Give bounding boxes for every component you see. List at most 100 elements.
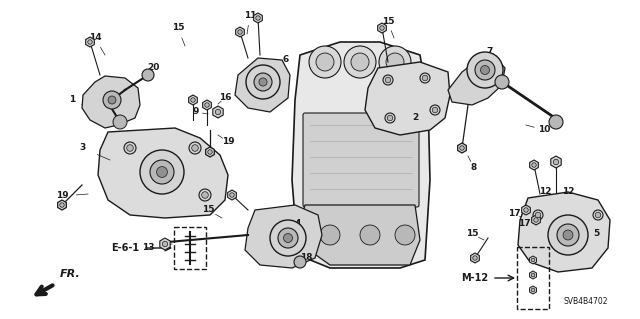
Circle shape [150,160,174,184]
Circle shape [208,150,212,154]
Circle shape [475,60,495,80]
Circle shape [320,225,340,245]
Circle shape [113,115,127,129]
Text: 6: 6 [283,56,289,64]
Text: 15: 15 [381,18,394,26]
Text: 10: 10 [538,125,550,135]
Circle shape [192,145,198,151]
Circle shape [60,203,64,207]
Circle shape [230,193,234,197]
Text: SVB4B4702: SVB4B4702 [563,298,608,307]
Polygon shape [529,286,536,294]
Polygon shape [532,215,540,225]
Text: 17: 17 [518,219,531,228]
Text: 3: 3 [79,144,85,152]
Text: 15: 15 [172,24,184,33]
Circle shape [199,189,211,201]
Text: FR.: FR. [60,269,81,279]
Polygon shape [228,190,236,200]
Polygon shape [203,100,211,110]
Text: 1: 1 [69,95,75,105]
Circle shape [387,115,393,121]
Text: 12: 12 [539,188,551,197]
Circle shape [254,73,272,91]
Text: 13: 13 [141,243,154,253]
Polygon shape [378,23,387,33]
Circle shape [351,53,369,71]
Circle shape [531,273,535,277]
Polygon shape [292,42,430,268]
Circle shape [533,210,543,220]
Polygon shape [189,95,197,105]
Text: 15: 15 [202,205,214,214]
Circle shape [284,234,292,242]
Circle shape [386,53,404,71]
Circle shape [593,210,603,220]
Circle shape [432,107,438,113]
Circle shape [316,53,334,71]
Circle shape [563,230,573,240]
Circle shape [557,224,579,246]
Text: 7: 7 [487,48,493,56]
Circle shape [360,225,380,245]
Circle shape [467,52,503,88]
Circle shape [108,96,116,104]
Circle shape [420,73,430,83]
Circle shape [460,146,464,150]
Polygon shape [518,192,610,272]
Circle shape [103,91,121,109]
Circle shape [481,65,490,75]
Circle shape [191,98,195,102]
Text: M-12: M-12 [461,273,488,283]
Text: 19: 19 [221,137,234,146]
Polygon shape [448,58,505,105]
Polygon shape [295,205,420,265]
Circle shape [140,150,184,194]
Polygon shape [253,13,262,23]
Circle shape [127,145,133,151]
Circle shape [380,26,384,30]
Circle shape [554,159,559,165]
Circle shape [383,75,393,85]
Circle shape [385,113,395,123]
Polygon shape [160,238,170,250]
Circle shape [124,142,136,154]
Circle shape [395,225,415,245]
Circle shape [549,115,563,129]
Polygon shape [245,205,322,268]
Circle shape [256,16,260,20]
Circle shape [532,163,536,167]
Polygon shape [236,27,244,37]
Circle shape [344,46,376,78]
Text: 19: 19 [56,191,68,201]
Text: 20: 20 [147,63,159,72]
Circle shape [535,212,541,218]
Circle shape [531,258,535,262]
Circle shape [237,30,243,34]
Polygon shape [470,253,479,263]
Polygon shape [551,156,561,168]
Polygon shape [530,160,538,170]
Text: 16: 16 [219,93,231,102]
Circle shape [142,69,154,81]
Circle shape [531,288,535,292]
Polygon shape [86,37,94,47]
Circle shape [294,256,306,268]
Polygon shape [213,106,223,118]
Polygon shape [529,271,536,279]
Circle shape [157,167,168,177]
Polygon shape [58,200,67,210]
Circle shape [88,40,92,44]
Circle shape [422,75,428,81]
Circle shape [163,241,168,247]
Polygon shape [82,76,140,128]
Circle shape [205,103,209,107]
Circle shape [430,105,440,115]
Circle shape [524,208,528,212]
Circle shape [189,142,201,154]
Polygon shape [98,128,228,218]
Text: 9: 9 [193,108,199,116]
Circle shape [259,78,267,86]
Polygon shape [522,205,531,215]
Polygon shape [365,62,450,135]
